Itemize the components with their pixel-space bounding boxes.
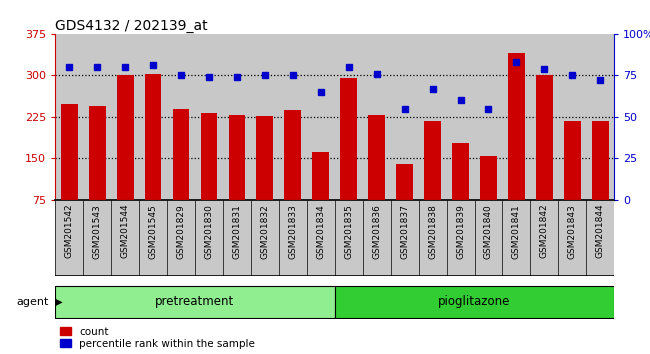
Bar: [592, 121, 608, 241]
Bar: [564, 121, 580, 241]
Text: GSM201831: GSM201831: [233, 204, 241, 259]
Bar: [201, 113, 217, 241]
Text: GSM201833: GSM201833: [289, 204, 297, 259]
Bar: [452, 143, 469, 241]
Bar: [145, 74, 161, 241]
Text: GSM201841: GSM201841: [512, 204, 521, 258]
Bar: [369, 115, 385, 241]
Text: GSM201544: GSM201544: [121, 204, 129, 258]
Bar: [257, 116, 273, 241]
Bar: [89, 106, 105, 241]
Text: GSM201835: GSM201835: [344, 204, 353, 259]
Bar: [335, 286, 614, 318]
Text: GSM201542: GSM201542: [65, 204, 73, 258]
Text: GDS4132 / 202139_at: GDS4132 / 202139_at: [55, 19, 208, 33]
Text: GSM201839: GSM201839: [456, 204, 465, 259]
Text: GSM201545: GSM201545: [149, 204, 157, 258]
Text: GSM201832: GSM201832: [261, 204, 269, 258]
Text: GSM201842: GSM201842: [540, 204, 549, 258]
Text: GSM201543: GSM201543: [93, 204, 101, 258]
Bar: [173, 108, 189, 241]
Bar: [508, 53, 525, 241]
Bar: [424, 121, 441, 241]
Legend: count, percentile rank within the sample: count, percentile rank within the sample: [60, 327, 255, 349]
Bar: [61, 104, 77, 241]
Text: GSM201829: GSM201829: [177, 204, 185, 258]
Text: GSM201843: GSM201843: [568, 204, 577, 258]
Text: GSM201844: GSM201844: [596, 204, 605, 258]
Bar: [480, 156, 497, 241]
Text: ▶: ▶: [52, 297, 62, 307]
Text: pretreatment: pretreatment: [155, 295, 235, 308]
Bar: [285, 110, 301, 241]
Text: GSM201836: GSM201836: [372, 204, 381, 259]
Text: pioglitazone: pioglitazone: [438, 295, 511, 308]
Text: GSM201830: GSM201830: [205, 204, 213, 259]
Text: GSM201834: GSM201834: [317, 204, 325, 258]
Text: GSM201838: GSM201838: [428, 204, 437, 259]
Bar: [341, 78, 357, 241]
Bar: [229, 115, 245, 241]
Bar: [396, 164, 413, 241]
Text: agent: agent: [16, 297, 49, 307]
Bar: [55, 286, 335, 318]
Bar: [536, 75, 552, 241]
Bar: [313, 152, 329, 241]
Bar: [117, 75, 133, 241]
Text: GSM201837: GSM201837: [400, 204, 409, 259]
Text: GSM201840: GSM201840: [484, 204, 493, 258]
